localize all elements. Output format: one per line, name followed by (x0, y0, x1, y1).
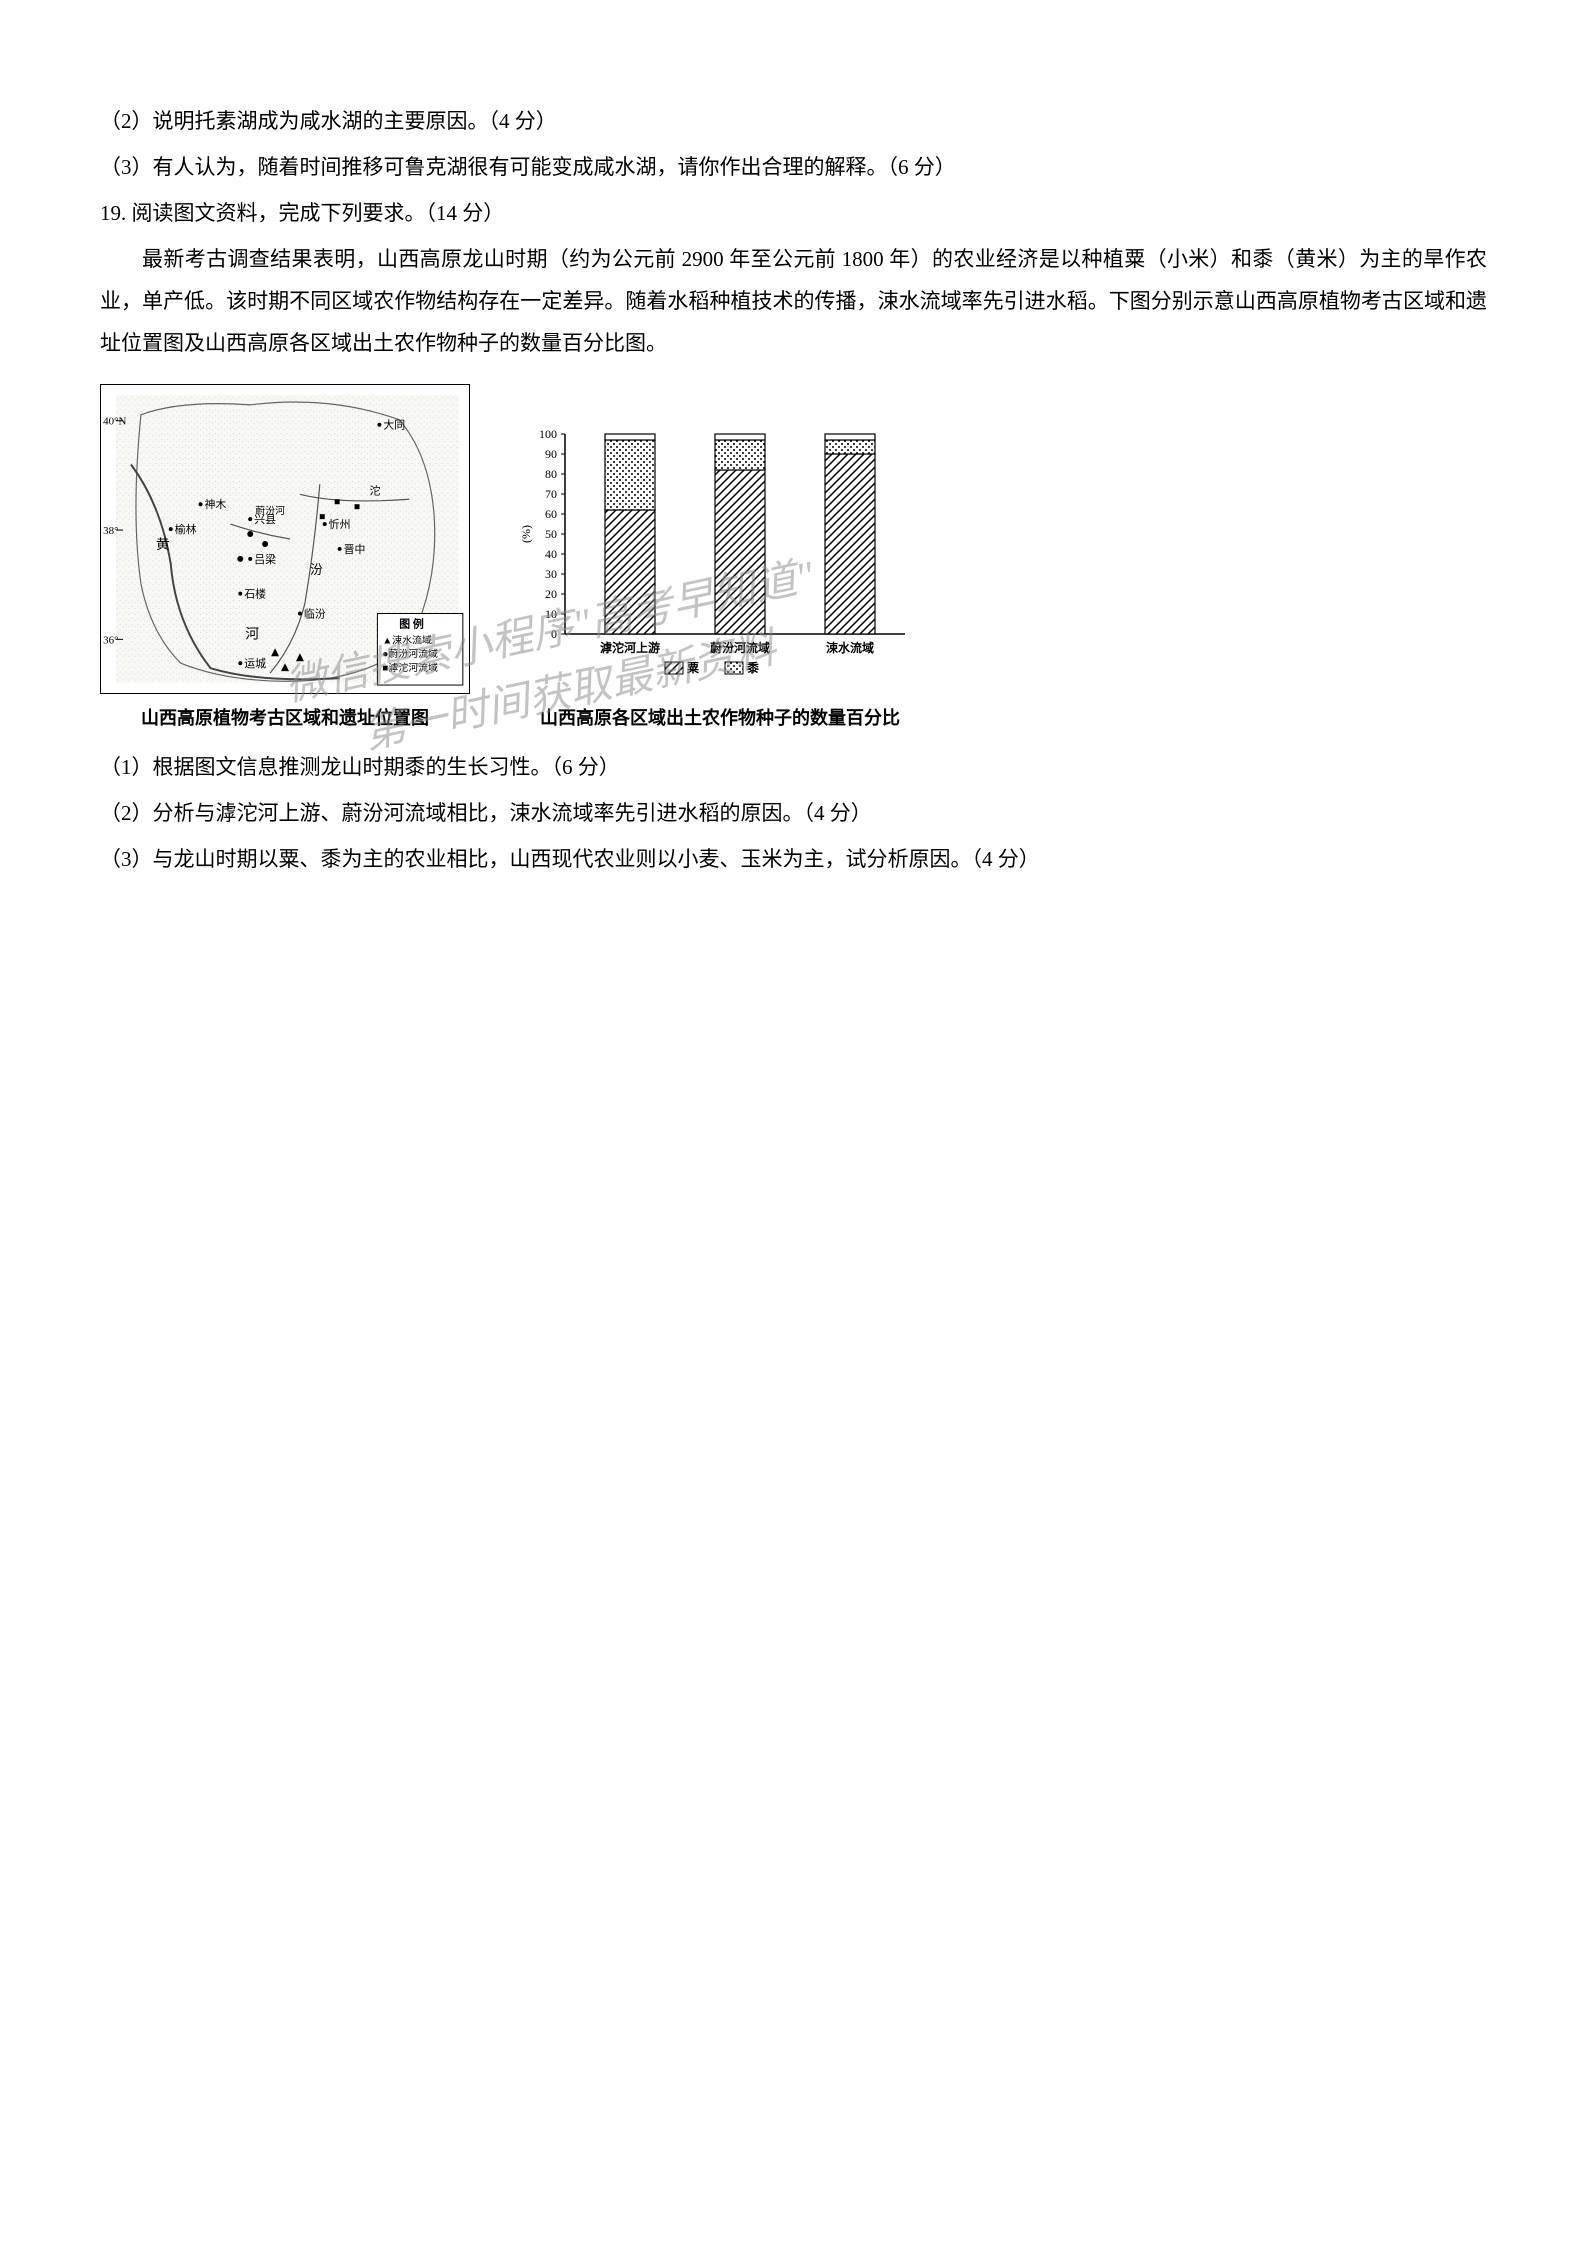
svg-text:吕梁: 吕梁 (254, 552, 276, 566)
question-19-2: （2）分析与滹沱河上游、蔚汾河流域相比，涑水流域率先引进水稻的原因。（4 分） (100, 792, 1487, 834)
svg-text:30: 30 (545, 567, 557, 581)
svg-text:90: 90 (545, 447, 557, 461)
question-19-3: （3）与龙山时期以粟、黍为主的农业相比，山西现代农业则以小麦、玉米为主，试分析原… (100, 838, 1487, 880)
svg-text:20: 20 (545, 587, 557, 601)
svg-text:滹沱河上游: 滹沱河上游 (600, 640, 660, 655)
svg-text:60: 60 (545, 507, 557, 521)
map-figure: 40°N38°36° 大同神木榆林兴县忻州吕梁晋中石楼临汾运城 黄 河 汾 沱 … (100, 384, 470, 736)
svg-text:80: 80 (545, 467, 557, 481)
svg-text:神木: 神木 (205, 497, 227, 511)
chart-caption: 山西高原各区域出土农作物种子的数量百分比 (540, 700, 900, 736)
svg-text:临汾: 临汾 (304, 606, 326, 620)
svg-text:榆林: 榆林 (175, 522, 197, 536)
chart-figure: 0 10 20 30 40 50 60 70 80 90 100 (%) 滹沱河上游 蔚汾河流域 涑水流域粟… (510, 424, 930, 736)
svg-text:10: 10 (545, 607, 557, 621)
svg-text:●蔚汾河流域: ●蔚汾河流域 (382, 647, 438, 660)
svg-text:70: 70 (545, 487, 557, 501)
svg-text:石楼: 石楼 (244, 587, 266, 601)
question-3: （3）有人认为，随着时间推移可鲁克湖很有可能变成咸水湖，请你作出合理的解释。（6… (100, 146, 1487, 188)
svg-text:蔚汾河: 蔚汾河 (255, 505, 285, 517)
svg-text:蔚汾河流域: 蔚汾河流域 (710, 640, 770, 655)
svg-text:■滹沱河流域: ■滹沱河流域 (382, 661, 438, 674)
svg-text:40°N: 40°N (103, 416, 126, 428)
question-19-heading: 19. 阅读图文资料，完成下列要求。（14 分） (100, 192, 1487, 234)
svg-text:黍: 黍 (747, 660, 760, 675)
svg-text:图 例: 图 例 (399, 616, 424, 630)
question-19-1: （1）根据图文信息推测龙山时期黍的生长习性。（6 分） (100, 746, 1487, 788)
svg-text:黄: 黄 (156, 537, 170, 553)
svg-text:汾: 汾 (310, 562, 323, 577)
svg-text:0: 0 (551, 627, 557, 641)
svg-text:河: 河 (245, 626, 259, 642)
figures-row: 40°N38°36° 大同神木榆林兴县忻州吕梁晋中石楼临汾运城 黄 河 汾 沱 … (100, 384, 1487, 736)
svg-text:(%): (%) (519, 525, 533, 543)
svg-text:100: 100 (539, 427, 557, 441)
svg-text:38°: 38° (103, 525, 118, 537)
svg-text:40: 40 (545, 547, 557, 561)
svg-text:大同: 大同 (383, 418, 405, 432)
svg-text:晋中: 晋中 (344, 543, 366, 556)
map-svg: 40°N38°36° 大同神木榆林兴县忻州吕梁晋中石楼临汾运城 黄 河 汾 沱 … (100, 384, 470, 694)
svg-text:沱: 沱 (369, 483, 380, 497)
svg-text:运城: 运城 (244, 657, 266, 670)
svg-text:涑水流域: 涑水流域 (826, 640, 874, 655)
svg-text:50: 50 (545, 527, 557, 541)
map-caption: 山西高原植物考古区域和遗址位置图 (141, 700, 429, 736)
svg-text:▲涑水流域: ▲涑水流域 (382, 633, 432, 646)
svg-text:36°: 36° (103, 634, 118, 646)
question-2: （2）说明托素湖成为咸水湖的主要原因。（4 分） (100, 100, 1487, 142)
svg-text:忻州: 忻州 (329, 518, 351, 531)
chart-svg: 0 10 20 30 40 50 60 70 80 90 100 (%) 滹沱河上游 蔚汾河流域 涑水流域粟… (510, 424, 930, 694)
svg-text:粟: 粟 (686, 661, 700, 675)
question-19-paragraph: 最新考古调查结果表明，山西高原龙山时期（约为公元前 2900 年至公元前 180… (100, 238, 1487, 364)
